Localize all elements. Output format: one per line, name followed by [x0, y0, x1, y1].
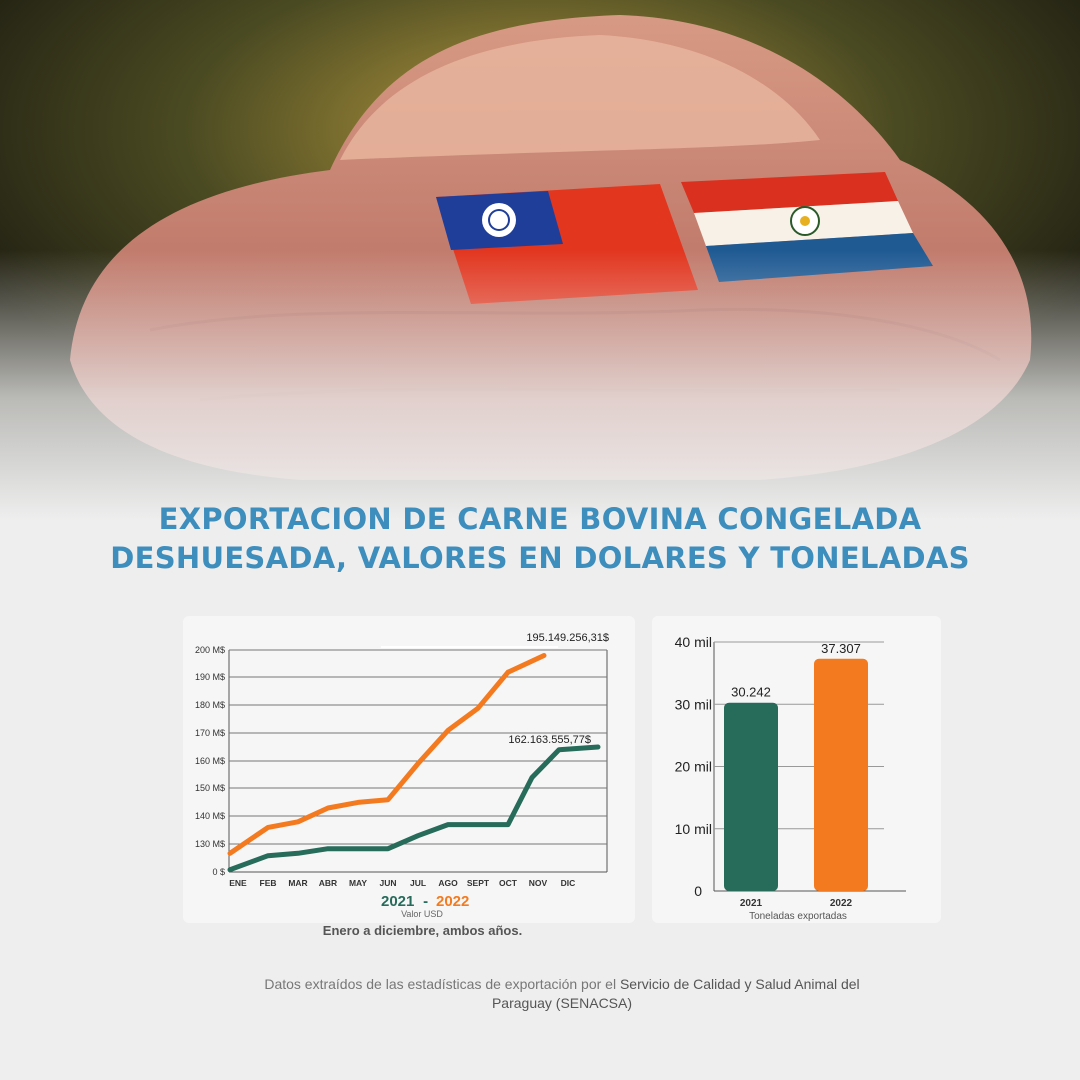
line-y-tick-label: 150 M$ [195, 783, 225, 793]
bar-2021 [724, 702, 778, 891]
bar-y-tick-label: 10 mil [675, 821, 712, 837]
line-chart-xlabel: Valor USD [401, 909, 443, 919]
line-x-tick-label: AGO [438, 878, 458, 888]
line-y-tick-label: 0 $ [212, 867, 225, 877]
bar-2022 [814, 658, 868, 891]
bar-value-label: 37.307 [821, 641, 861, 656]
line-chart: 0 $ 130 M$ 140 M$ 150 M$ 160 M$ 170 M$ 180 M$ 1… [195, 632, 609, 919]
line-y-tick-label: 140 M$ [195, 811, 225, 821]
source-prefix: Datos extraídos de las estadísticas de e… [264, 976, 620, 992]
line-x-tick-label: MAY [349, 878, 367, 888]
bar-y-tick-label: 30 mil [675, 696, 712, 712]
beef-photo [0, 0, 1080, 520]
source-organization: Servicio de Calidad y Salud Animal del P… [491, 976, 860, 1011]
line-x-tick-label: JUL [410, 878, 426, 888]
series-line-2021 [227, 744, 601, 873]
line-x-tick-label: JUN [379, 878, 396, 888]
series-end-label-2021: 162.163.555,77$ [508, 734, 591, 746]
line-x-tick-label: OCT [499, 878, 518, 888]
line-x-tick-label: ABR [319, 878, 337, 888]
line-x-tick-label: ENE [229, 878, 247, 888]
footnote: Enero a diciembre, ambos años. [322, 923, 523, 938]
bar-y-tick-label: 40 mil [675, 634, 712, 650]
bar-chart: 0 10 mil 20 mil 30 mil 40 mil 30.242 37.307 2… [675, 634, 906, 922]
headline: EXPORTACION DE CARNE BOVINA CONGELADA DE… [0, 500, 1080, 578]
line-x-tick-label: NOV [529, 878, 548, 888]
line-x-tick-label: FEB [260, 878, 277, 888]
bar-value-label: 30.242 [731, 685, 771, 700]
legend-2021: 2021 [381, 893, 414, 910]
bar-x-tick-label: 2021 [740, 898, 763, 909]
line-y-tick-label: 180 M$ [195, 700, 225, 710]
line-y-tick-label: 170 M$ [195, 728, 225, 738]
bar-y-tick-label: 0 [694, 883, 702, 899]
line-y-tick-label: 130 M$ [195, 839, 225, 849]
bar-chart-xlabel: Toneladas exportadas [749, 911, 847, 922]
bar-y-tick-label: 20 mil [675, 759, 712, 775]
headline-line-2: DESHUESADA, VALORES EN DOLARES Y TONELAD… [110, 541, 970, 575]
line-x-tick-label: SEPT [467, 878, 490, 888]
line-y-tick-label: 160 M$ [195, 756, 225, 766]
line-chart-panel: 0 $ 130 M$ 140 M$ 150 M$ 160 M$ 170 M$ 180 M$ 1… [183, 616, 635, 923]
series-end-label-2022: 195.149.256,31$ [526, 632, 609, 644]
legend-separator: - [419, 893, 432, 910]
line-x-tick-label: MAR [288, 878, 307, 888]
source-note: Datos extraídos de las estadísticas de e… [250, 975, 874, 1013]
bar-x-tick-label: 2022 [830, 898, 853, 909]
bar-chart-panel: 0 10 mil 20 mil 30 mil 40 mil 30.242 37.307 2… [652, 616, 941, 923]
series-line-2022 [227, 653, 547, 856]
legend-2022: 2022 [436, 893, 469, 910]
line-y-tick-label: 200 M$ [195, 645, 225, 655]
line-y-tick-label: 190 M$ [195, 672, 225, 682]
line-x-tick-label: DIC [561, 878, 576, 888]
headline-line-1: EXPORTACION DE CARNE BOVINA CONGELADA [158, 502, 922, 536]
